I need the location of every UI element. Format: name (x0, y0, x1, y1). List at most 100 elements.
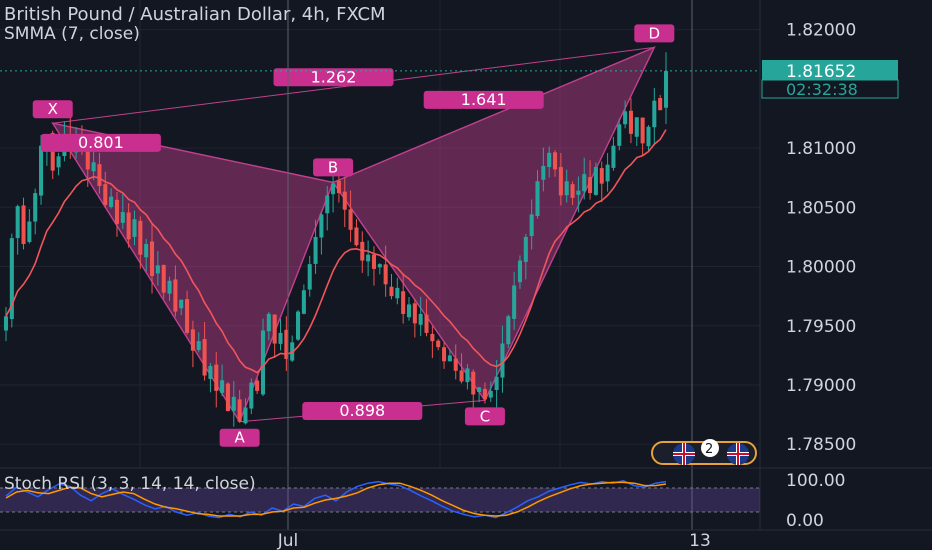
candle-body (190, 329, 195, 351)
candle-body (9, 238, 14, 320)
candle-body (558, 167, 563, 196)
candle-body (138, 220, 143, 255)
candle-body (144, 244, 149, 258)
stoch-line-k (5, 480, 667, 519)
candle-body (401, 291, 406, 314)
time-ticks: Jul 13 (277, 531, 711, 550)
candle-body (517, 260, 523, 283)
candle-body (634, 117, 639, 137)
candle-body (547, 152, 552, 168)
candle-body (424, 314, 429, 333)
candle-body (331, 183, 336, 195)
candle-body (202, 339, 207, 376)
candle-body (652, 100, 657, 128)
candle-body (120, 212, 125, 223)
candle-body (623, 111, 628, 125)
candles (3, 52, 669, 427)
candle-body (103, 184, 108, 205)
candle-body (465, 368, 470, 383)
candle-body (260, 330, 266, 395)
price-tick-label: 1.80500 (786, 198, 856, 218)
candle-body (406, 304, 412, 318)
candle-body (430, 333, 435, 342)
candle-body (354, 227, 359, 246)
candle-body (576, 190, 581, 195)
candle-body (471, 371, 476, 395)
candle-body (506, 316, 511, 345)
svg-text:0.898: 0.898 (339, 401, 385, 420)
svg-text:X: X (48, 100, 58, 118)
candle-body (628, 110, 633, 134)
time-tick-label: Jul (277, 531, 299, 550)
candle-body (220, 380, 225, 393)
candle-body (535, 181, 540, 217)
stoch-line-d (5, 481, 667, 517)
pattern-point-c: C (464, 407, 505, 426)
candle-body (523, 236, 528, 262)
svg-text:D: D (649, 24, 661, 42)
candle-body (255, 380, 260, 391)
candle-body (237, 399, 242, 422)
candle-body (132, 219, 137, 237)
candle-body (477, 387, 482, 392)
ratio-xd: 1.262 (273, 67, 394, 87)
candle-body (646, 126, 651, 147)
candle-body (208, 366, 213, 379)
candle-body (342, 191, 347, 210)
candle-body (325, 195, 330, 214)
price-tick-label: 1.79000 (786, 376, 856, 396)
pattern-triangle-bcd (332, 46, 656, 402)
event-count-badge (701, 439, 719, 457)
current-price-badge: 1.81652 02:32:38 (761, 60, 899, 99)
candle-body (278, 332, 283, 344)
candle-body (149, 241, 155, 277)
candle-body (272, 314, 277, 344)
candle-body (249, 382, 254, 409)
candle-body (377, 264, 382, 268)
candle-body (593, 167, 598, 195)
candle-body (3, 316, 9, 331)
candle-body (85, 149, 90, 170)
svg-text:C: C (480, 407, 490, 425)
indicator-label: SMMA (7, close) (4, 24, 140, 44)
bar-countdown: 02:32:38 (786, 80, 858, 99)
oscillator-ticks: 100.00 0.00 (786, 471, 845, 531)
candle-body (588, 177, 593, 194)
svg-text:B: B (328, 158, 338, 176)
candle-body (173, 279, 178, 312)
candle-body (225, 383, 230, 412)
candle-body (97, 164, 102, 186)
candle-body (494, 376, 499, 391)
candle-body (167, 280, 172, 294)
pattern-point-x: X (32, 100, 73, 119)
candle-body (336, 180, 341, 194)
candle-body (436, 340, 441, 348)
candle-body (412, 303, 417, 324)
candle-body (39, 145, 44, 196)
candle-body (348, 209, 353, 230)
candle-body (482, 388, 487, 400)
price-tick-label: 1.82000 (786, 21, 856, 41)
svg-text:1.262: 1.262 (311, 67, 357, 86)
candle-body (366, 254, 371, 262)
candle-body (500, 343, 505, 378)
events-marker[interactable]: 2 (651, 439, 757, 465)
candle-body (658, 98, 663, 111)
candle-body (214, 364, 219, 391)
candle-body (15, 206, 20, 239)
candle-body (284, 329, 289, 359)
candle-body (109, 196, 114, 207)
event-count: 2 (705, 442, 713, 457)
chart-title: British Pound / Australian Dollar, 4h, F… (4, 4, 386, 25)
current-price-value: 1.81652 (786, 62, 856, 82)
candle-body (389, 286, 394, 297)
candle-body (541, 165, 546, 180)
candle-body (447, 355, 452, 362)
candle-body (296, 311, 301, 340)
pattern-point-b: B (313, 158, 354, 177)
svg-text:1.641: 1.641 (461, 90, 507, 109)
candle-body (564, 181, 569, 196)
ratio-ac: 0.898 (302, 401, 423, 421)
